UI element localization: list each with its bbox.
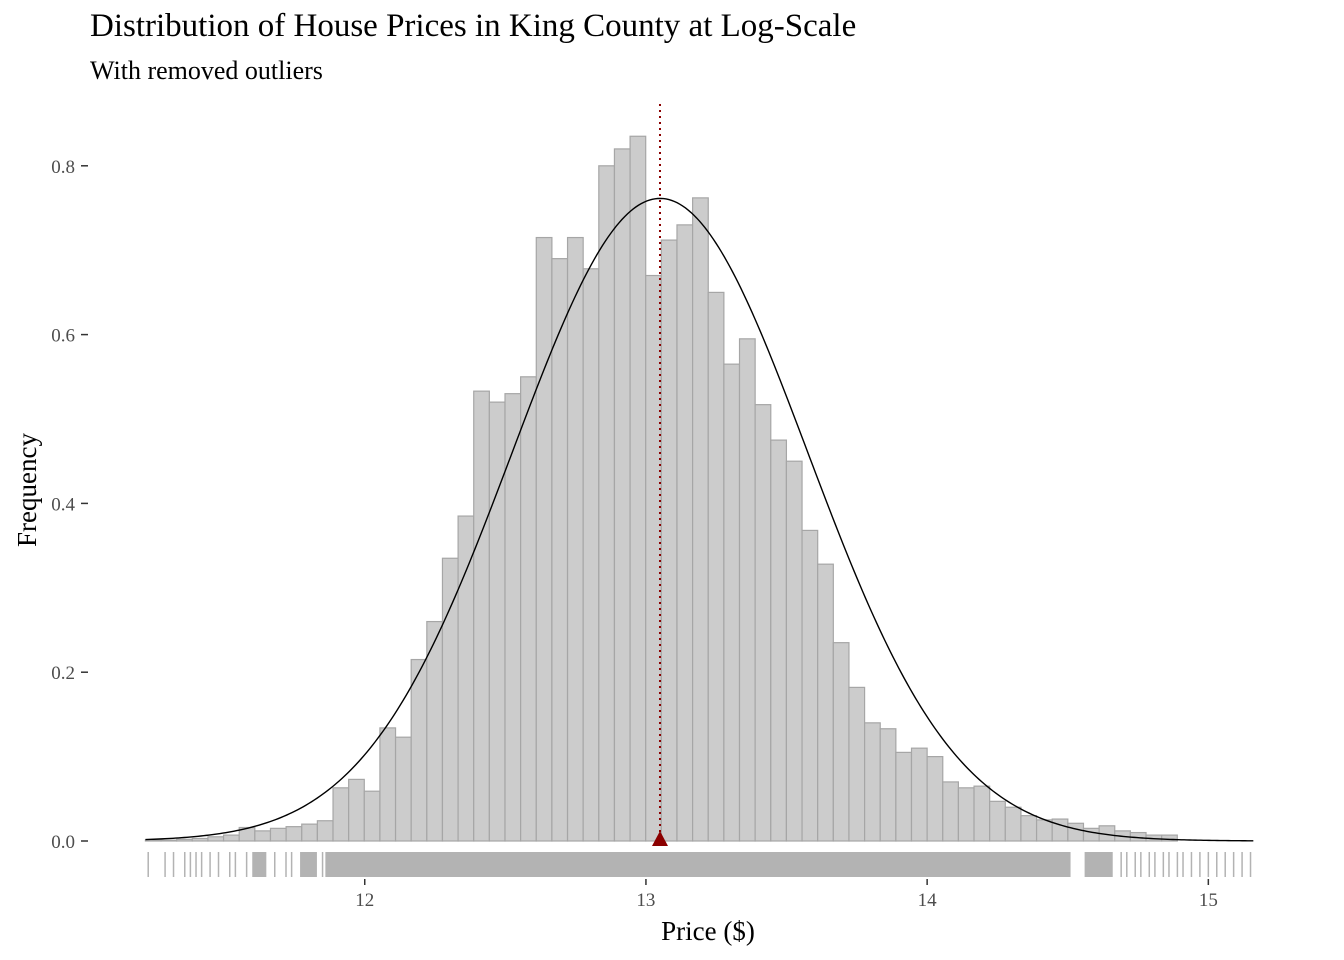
histogram-bar [316, 820, 334, 842]
histogram-bar [723, 363, 741, 842]
histogram-bar [410, 658, 428, 842]
histogram-bar [1067, 822, 1085, 842]
histogram-bar [707, 291, 725, 842]
histogram-bar [754, 404, 772, 842]
chart-title: Distribution of House Prices in King Cou… [90, 8, 857, 44]
histogram-bar [160, 839, 178, 842]
histogram-bar [379, 727, 397, 842]
histogram-bar [394, 736, 412, 842]
histogram-bar [926, 755, 944, 842]
histogram-bar [785, 460, 803, 842]
histogram-bar [566, 236, 584, 842]
histogram-bars [144, 135, 1178, 842]
histogram-bar [770, 439, 788, 842]
normal-density-curve [145, 197, 1254, 842]
histogram-bar [879, 728, 897, 842]
histogram-bar [363, 790, 381, 842]
histogram-bar [738, 338, 756, 842]
histogram-bar [613, 148, 631, 842]
histogram-bar [1035, 819, 1053, 842]
x-tick-label: 15 [1199, 890, 1218, 911]
histogram-bar [848, 686, 866, 842]
histogram-bar [457, 515, 475, 842]
histogram-bar [957, 787, 975, 842]
histogram-bar [645, 274, 662, 842]
histogram-bar [989, 800, 1006, 842]
histogram-bar [301, 823, 318, 842]
histogram-bar [504, 393, 522, 842]
histogram-bar [269, 827, 287, 842]
x-axis: 12 13 14 15 [355, 879, 1218, 911]
histogram-bar [285, 826, 303, 842]
histogram-bar [910, 747, 928, 842]
histogram-bar [473, 390, 490, 842]
histogram-bar [144, 839, 162, 842]
histogram-bar [660, 239, 678, 842]
histogram-bar [1051, 818, 1069, 842]
histogram-bar [535, 236, 553, 842]
y-tick-label: 0.2 [51, 663, 75, 684]
histogram-bar [222, 834, 240, 842]
y-axis: 0.0 0.2 0.4 0.6 0.8 [51, 157, 88, 853]
histogram-bar [254, 830, 272, 842]
mean-marker [651, 831, 668, 846]
histogram-bar [426, 620, 444, 842]
y-tick-label: 0.6 [51, 326, 75, 347]
histogram-bar [942, 781, 960, 842]
histogram-bar [488, 401, 506, 842]
histogram-bar [520, 376, 537, 842]
x-tick-label: 13 [636, 890, 655, 911]
rug-band [1084, 852, 1113, 877]
rug-band [300, 852, 317, 877]
histogram-bar [629, 135, 647, 842]
histogram-bar [863, 722, 881, 842]
histogram-bar [895, 751, 913, 842]
histogram-bar [348, 778, 365, 842]
y-axis-label: Frequency [12, 433, 42, 547]
histogram-bar [176, 838, 193, 842]
histogram-bar [1161, 834, 1178, 842]
rug-band [325, 852, 1071, 877]
x-tick-label: 12 [355, 890, 374, 911]
histogram-bar [598, 165, 616, 842]
histogram-bar [582, 268, 600, 842]
x-tick-label: 14 [918, 890, 938, 911]
rug-marks [147, 852, 1252, 877]
y-tick-label: 0.8 [51, 157, 75, 178]
histogram-bar [817, 563, 834, 842]
histogram-bar [207, 836, 225, 842]
histogram-bar [441, 557, 459, 842]
histogram-bar [1004, 806, 1022, 842]
histogram-bar [191, 837, 209, 842]
histogram-bar [973, 785, 991, 842]
histogram-bar [1020, 815, 1038, 842]
histogram-bar [832, 642, 850, 842]
histogram-bar [801, 529, 819, 842]
histogram-bar [676, 224, 694, 842]
rug-band [252, 852, 267, 877]
y-tick-label: 0.4 [51, 494, 75, 515]
chart-subtitle: With removed outliers [90, 56, 323, 85]
x-axis-label: Price ($) [661, 916, 755, 946]
histogram-bar [332, 787, 350, 842]
y-tick-label: 0.0 [51, 832, 75, 853]
histogram-bar [692, 197, 709, 842]
histogram-bar [1082, 827, 1100, 842]
